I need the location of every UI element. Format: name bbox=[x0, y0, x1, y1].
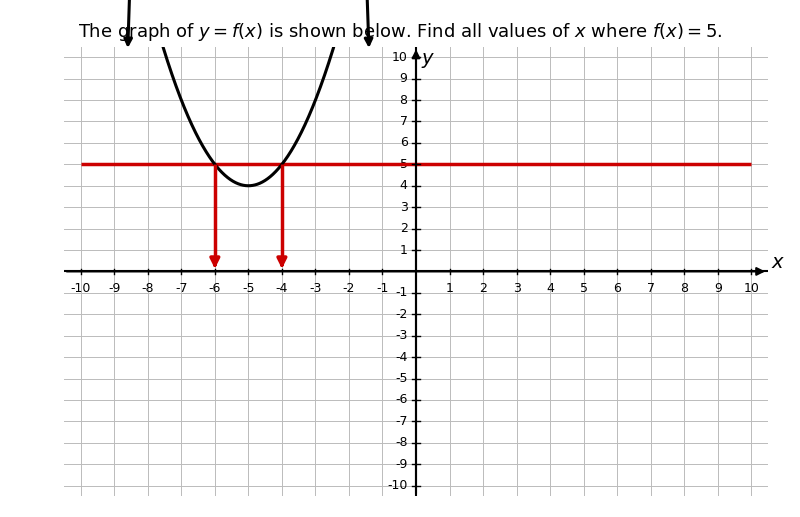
Text: 6: 6 bbox=[400, 136, 408, 149]
Text: 9: 9 bbox=[714, 282, 722, 295]
Text: -4: -4 bbox=[276, 282, 288, 295]
Text: 5: 5 bbox=[580, 282, 588, 295]
Text: 7: 7 bbox=[400, 115, 408, 128]
Text: 9: 9 bbox=[400, 72, 408, 85]
Text: $y$: $y$ bbox=[421, 51, 435, 70]
Text: -5: -5 bbox=[242, 282, 254, 295]
Text: 1: 1 bbox=[400, 244, 408, 256]
Text: 10: 10 bbox=[392, 51, 408, 64]
Text: -6: -6 bbox=[209, 282, 221, 295]
Text: 5: 5 bbox=[400, 158, 408, 171]
Text: 4: 4 bbox=[400, 179, 408, 192]
Text: 2: 2 bbox=[479, 282, 487, 295]
Text: -2: -2 bbox=[395, 308, 408, 321]
Text: -2: -2 bbox=[342, 282, 355, 295]
Text: -8: -8 bbox=[142, 282, 154, 295]
Text: -10: -10 bbox=[70, 282, 91, 295]
Text: -8: -8 bbox=[395, 436, 408, 449]
Text: 3: 3 bbox=[513, 282, 521, 295]
Text: -7: -7 bbox=[395, 415, 408, 428]
Text: $x$: $x$ bbox=[771, 253, 786, 272]
Text: -10: -10 bbox=[387, 479, 408, 492]
Text: -1: -1 bbox=[395, 286, 408, 299]
Text: -3: -3 bbox=[310, 282, 322, 295]
Text: 2: 2 bbox=[400, 222, 408, 235]
Text: The graph of $y = f(x)$ is shown below. Find all values of $x$ where $f(x) = 5$.: The graph of $y = f(x)$ is shown below. … bbox=[78, 21, 722, 43]
Text: 7: 7 bbox=[646, 282, 654, 295]
Text: 1: 1 bbox=[446, 282, 454, 295]
Text: 4: 4 bbox=[546, 282, 554, 295]
Text: 6: 6 bbox=[614, 282, 621, 295]
Text: 10: 10 bbox=[743, 282, 759, 295]
Text: -3: -3 bbox=[395, 329, 408, 342]
Text: 8: 8 bbox=[400, 94, 408, 107]
Text: -6: -6 bbox=[395, 393, 408, 406]
Text: -4: -4 bbox=[395, 351, 408, 363]
Text: 8: 8 bbox=[680, 282, 688, 295]
Text: -5: -5 bbox=[395, 372, 408, 385]
Text: -7: -7 bbox=[175, 282, 187, 295]
Text: -9: -9 bbox=[108, 282, 121, 295]
Text: -1: -1 bbox=[376, 282, 389, 295]
Text: -9: -9 bbox=[395, 458, 408, 470]
Text: 3: 3 bbox=[400, 201, 408, 214]
